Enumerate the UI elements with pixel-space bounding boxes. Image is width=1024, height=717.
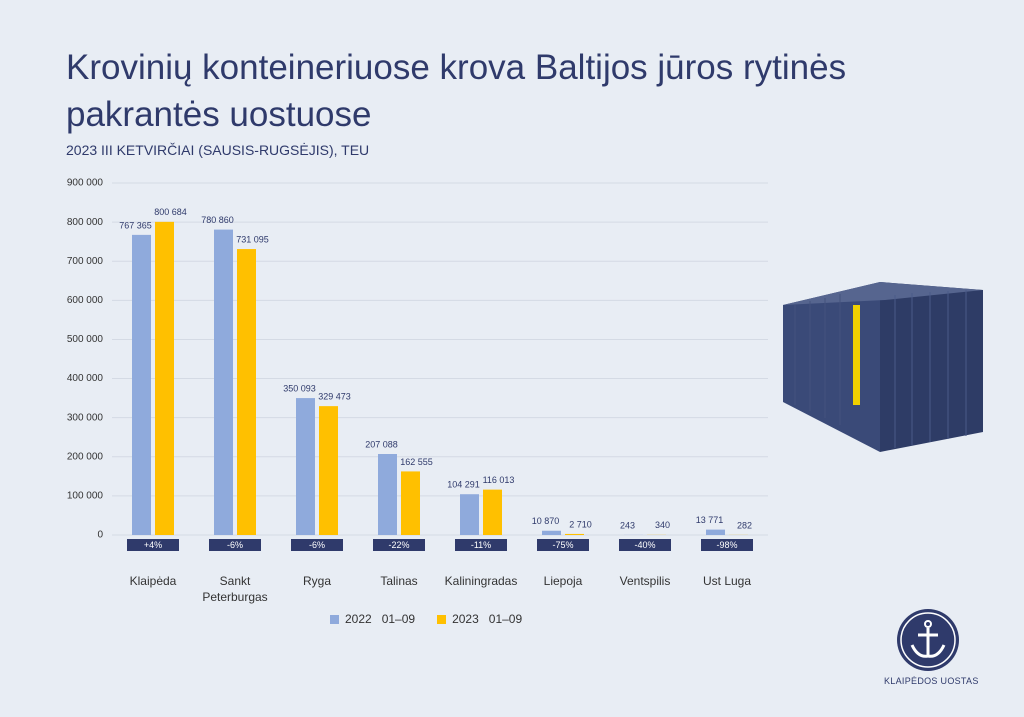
value-label: 350 093 (283, 383, 316, 393)
y-tick-label: 100 000 (67, 491, 104, 502)
change-label: -6% (227, 540, 243, 550)
bar (237, 249, 256, 536)
bar (483, 489, 502, 535)
chart-subtitle: 2023 III KETVIRČIAI (SAUSIS-RUGSĖJIS), T… (66, 142, 370, 158)
value-label: 104 291 (447, 480, 480, 490)
value-label: 10 870 (532, 516, 560, 526)
x-tick-label: Kaliningradas (444, 574, 518, 588)
change-label: -98% (716, 540, 737, 550)
change-box (291, 539, 343, 551)
bar (155, 221, 174, 535)
x-tick-label: Ventspilis (619, 574, 671, 588)
x-tick-label: Ryga (302, 574, 331, 588)
bar (378, 454, 397, 535)
change-label: -11% (471, 540, 491, 550)
change-box (537, 539, 589, 551)
x-tick-label: Ust Luga (702, 574, 752, 588)
bar (706, 529, 725, 535)
value-label: 329 473 (318, 392, 351, 402)
y-tick-label: 300 000 (67, 412, 104, 423)
change-label: -22% (388, 540, 409, 550)
x-tick-label: Sankt Peterburgas (202, 574, 268, 604)
value-label: 780 860 (201, 215, 234, 225)
legend-label: 2022 01–09 (345, 612, 416, 626)
y-tick-label: 800 000 (67, 217, 104, 228)
logo-text: KLAIPĖDOS UOSTAS (884, 676, 979, 686)
bar (214, 229, 233, 535)
change-label: -75% (552, 540, 573, 550)
change-box (209, 539, 261, 551)
y-tick-label: 600 000 (67, 295, 104, 306)
change-box (619, 539, 671, 551)
value-label: 162 555 (400, 457, 433, 467)
value-label: 13 771 (696, 515, 724, 525)
y-tick-label: 200 000 (67, 451, 104, 462)
value-label: 116 013 (483, 475, 515, 485)
value-label: 767 365 (119, 220, 152, 230)
value-label: 2 710 (569, 519, 592, 529)
bar (401, 471, 420, 535)
y-tick-label: 0 (97, 530, 103, 541)
legend: 2022 01–09 2023 01–09 (330, 612, 522, 626)
value-label: 800 684 (154, 207, 187, 217)
chart-title: Krovinių konteineriuose krova Baltijos j… (66, 48, 847, 134)
value-label: 731 095 (236, 234, 269, 244)
change-box (127, 539, 179, 551)
bar (296, 398, 315, 535)
value-label: 243 (620, 520, 635, 530)
change-label: -6% (309, 540, 325, 550)
legend-item: 2022 01–09 (330, 612, 415, 626)
legend-item: 2023 01–09 (437, 612, 522, 626)
change-label: +4% (144, 540, 162, 550)
logo (897, 609, 959, 671)
change-box (455, 539, 507, 551)
container-illustration (783, 282, 983, 452)
legend-swatch (437, 614, 447, 624)
change-label: -40% (634, 540, 655, 550)
value-label: 207 088 (365, 439, 398, 449)
y-tick-label: 700 000 (67, 256, 104, 267)
bar (460, 494, 479, 535)
y-tick-label: 500 000 (67, 334, 104, 345)
x-tick-label: Talinas (380, 574, 418, 588)
legend-swatch (330, 614, 339, 624)
y-tick-label: 400 000 (67, 373, 104, 384)
change-box (373, 539, 425, 551)
legend-label: 2023 01–09 (452, 612, 523, 626)
bar (319, 406, 338, 535)
bar (542, 530, 561, 535)
y-tick-label: 900 000 (67, 178, 104, 189)
x-tick-label: Liepoja (543, 574, 583, 588)
bar (565, 533, 584, 535)
bar (132, 234, 151, 536)
change-box (701, 539, 753, 551)
value-label: 282 (737, 520, 752, 530)
x-tick-label: Klaipėda (129, 574, 177, 588)
value-label: 340 (655, 520, 670, 530)
